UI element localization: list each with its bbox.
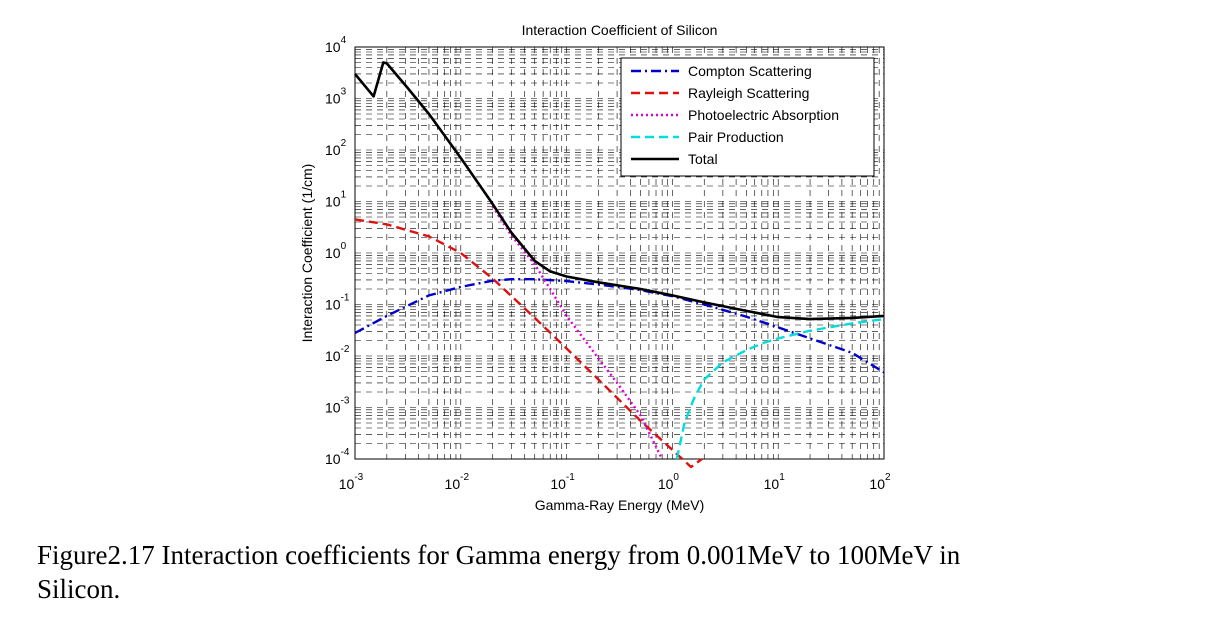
series-line-rayleigh-scattering xyxy=(354,218,703,469)
y-tick-label: 10-2 xyxy=(325,344,350,364)
x-tick-label: 102 xyxy=(869,472,891,492)
legend: Compton Scattering Rayleigh Scattering Pho… xyxy=(620,57,875,177)
y-tick-label: 10-4 xyxy=(325,447,350,467)
series-line-total xyxy=(353,61,885,321)
figure-caption: Figure2.17 Interaction coefficients for … xyxy=(37,538,1187,606)
x-tick-label: 101 xyxy=(764,472,786,492)
y-tick-label: 103 xyxy=(325,87,347,107)
caption-line-1: Figure2.17 Interaction coefficients for … xyxy=(37,540,961,570)
legend-label: Compton Scattering xyxy=(688,63,812,79)
legend-box xyxy=(620,57,875,177)
series-line-photoelectric-absorption xyxy=(491,205,664,460)
x-tick-label: 100 xyxy=(658,472,680,492)
legend-label: Photoelectric Absorption xyxy=(688,107,839,123)
x-tick-label: 10-1 xyxy=(550,472,575,492)
legend-label: Pair Production xyxy=(688,129,784,145)
series-line-compton-scattering xyxy=(354,278,885,374)
legend-label: Total xyxy=(688,151,718,167)
x-tick-label: 10-3 xyxy=(339,472,364,492)
plot-frame xyxy=(354,46,885,460)
series-line-pair-production xyxy=(675,317,885,460)
legend-label: Rayleigh Scattering xyxy=(688,85,809,101)
y-tick-label: 102 xyxy=(325,138,347,158)
y-tick-label: 101 xyxy=(325,190,347,210)
y-tick-label: 10-3 xyxy=(325,396,350,416)
y-tick-label: 100 xyxy=(325,241,347,261)
y-tick-label: 104 xyxy=(325,35,347,55)
x-tick-label: 10-2 xyxy=(445,472,470,492)
chart-title: Interaction Coefficient of Silicon xyxy=(522,22,718,38)
axes: 10-3 10-2 10-1 100 101 102 10-4 10-3 10-2 10-1 100… xyxy=(325,35,891,492)
caption-line-2: Silicon. xyxy=(37,574,121,604)
series-lines xyxy=(353,61,885,469)
y-axis-label: Interaction Coefficient (1/cm) xyxy=(299,164,315,343)
y-tick-label: 10-1 xyxy=(325,293,350,313)
x-axis-label: Gamma-Ray Energy (MeV) xyxy=(535,497,705,513)
